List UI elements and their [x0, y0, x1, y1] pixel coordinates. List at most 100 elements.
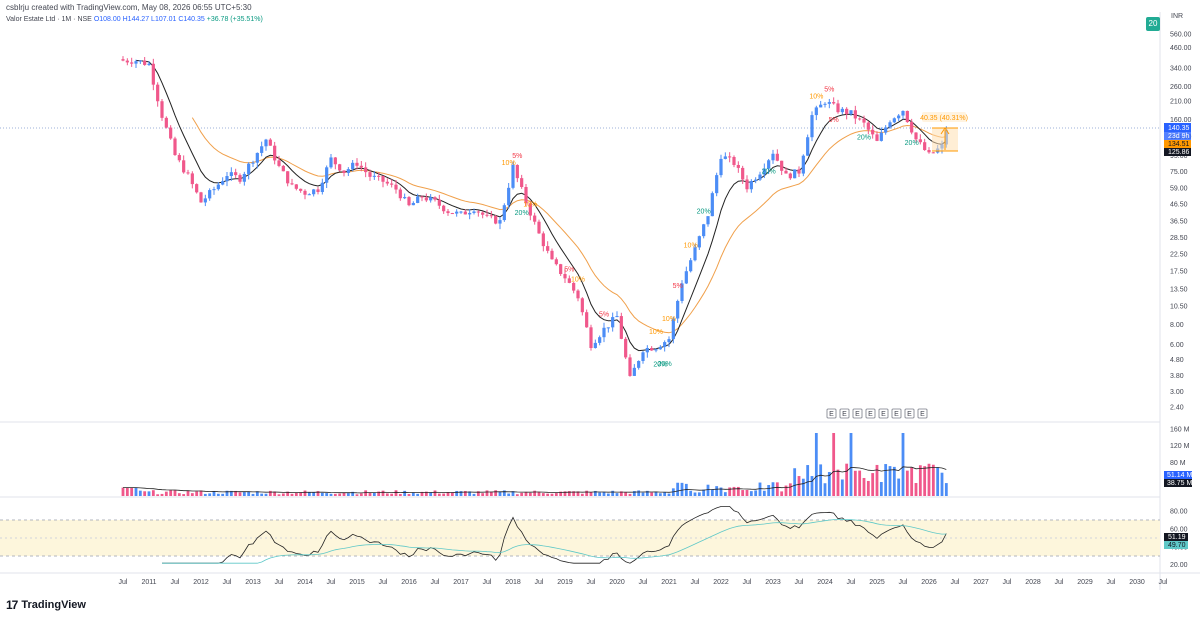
volume-bar [138, 490, 142, 496]
candle-body [767, 160, 771, 169]
candle-body [702, 224, 706, 237]
symbol-legend[interactable]: Valor Estate Ltd · 1M · NSE O108.00 H144… [6, 16, 263, 23]
countdown-tag: 23d 9h [1168, 133, 1190, 140]
pattern-markers: 10%5%10%20%5%10%5%10%20%20%10%5%10%20%20… [502, 87, 919, 369]
volume-bar [502, 490, 506, 496]
volume-bar [706, 484, 710, 496]
volume-bar [268, 490, 272, 496]
candle-body [143, 60, 147, 65]
rsi-ma-tag: 49.70 [1168, 542, 1186, 549]
earnings-event-icon [917, 408, 928, 419]
candle-body [528, 203, 532, 216]
volume-bar [329, 493, 333, 496]
candle-body [684, 271, 688, 284]
time-tick: 2022 [713, 579, 729, 586]
candle-body [325, 167, 329, 183]
volume-bar [654, 491, 658, 496]
volume-bar [615, 493, 619, 496]
volume-bar [585, 490, 589, 496]
time-tick: 2015 [349, 579, 365, 586]
price-tick: 460.00 [1170, 45, 1192, 52]
candle-body [403, 197, 407, 199]
volume-bar [793, 468, 797, 496]
candle-body [884, 127, 888, 133]
volume-bar [875, 464, 879, 496]
candle-body [281, 165, 285, 172]
pattern-marker: 20% [658, 361, 672, 368]
candle-body [225, 176, 229, 182]
candle-body [793, 169, 797, 179]
volume-bar [294, 493, 298, 496]
volume-bar [546, 493, 550, 496]
volume-bar [234, 490, 238, 496]
tradingview-logo[interactable]: 17 TradingView [6, 598, 86, 612]
candle-body [749, 181, 753, 190]
volume-bar [554, 493, 558, 496]
candle-body [788, 173, 792, 179]
candle-body [780, 160, 784, 171]
pattern-marker: 10% [571, 277, 585, 284]
price-tick: 4.80 [1170, 357, 1184, 364]
volume-bar [637, 490, 641, 496]
candle-body [290, 183, 294, 185]
candle-body [251, 162, 255, 164]
volume-bar [247, 491, 251, 496]
time-tick: Jul [327, 579, 336, 586]
volume-bar [203, 493, 207, 496]
volume-bar [741, 490, 745, 496]
price-tags: INR 140.35 23d 9h 134.51 125.86 51.14 M … [1164, 13, 1192, 549]
candle-body [693, 247, 697, 261]
candle-body [195, 184, 199, 193]
volume-bar [680, 482, 684, 496]
volume-bar [749, 491, 753, 496]
candle-body [524, 187, 528, 204]
candle-body [637, 360, 641, 368]
volume-bar [459, 491, 463, 496]
candle-body [745, 179, 749, 190]
candle-body [121, 59, 125, 61]
rsi-tag: 51.19 [1168, 534, 1186, 541]
pattern-marker: 5% [824, 87, 834, 94]
candle-body [680, 283, 684, 301]
candle-body [910, 122, 914, 133]
indicator-badge[interactable]: 20 [1146, 17, 1160, 31]
volume-bar [407, 494, 411, 496]
volume-bar [598, 492, 602, 496]
candle-body [190, 173, 194, 185]
time-tick: Jul [1159, 579, 1168, 586]
earnings-event-letter: E [868, 411, 873, 418]
candle-body [758, 174, 762, 180]
candle-body [676, 300, 680, 319]
measure-tool[interactable]: 40.35 (40.31%) [920, 112, 968, 152]
volume-bar [658, 493, 662, 496]
ohlc-low: L107.01 [151, 16, 177, 23]
time-tick: Jul [223, 579, 232, 586]
volume-bar [619, 491, 623, 496]
volume-bar [437, 493, 441, 496]
candle-body [416, 196, 420, 203]
candle-body [602, 327, 606, 338]
time-tick: Jul [379, 579, 388, 586]
ohlc-open: O108.00 [93, 16, 121, 23]
candle-body [615, 316, 619, 318]
candle-body [316, 189, 320, 193]
earnings-event-icon [852, 408, 863, 419]
volume-bar [372, 492, 376, 496]
volume-bar [754, 490, 758, 496]
candle-body [520, 178, 524, 188]
candle-body [901, 110, 905, 116]
candle-body [169, 127, 173, 139]
tradingview-logo-icon: 17 [6, 598, 18, 612]
pattern-marker: 5% [599, 312, 609, 319]
time-tick: Jul [899, 579, 908, 586]
pattern-marker: 5% [564, 266, 574, 273]
volume-bar [260, 493, 264, 496]
candle-body [598, 337, 602, 343]
volume-bar [628, 493, 632, 496]
candle-body [697, 236, 701, 248]
candle-body [515, 164, 519, 179]
candle-body [728, 156, 732, 158]
candle-body [593, 342, 597, 349]
